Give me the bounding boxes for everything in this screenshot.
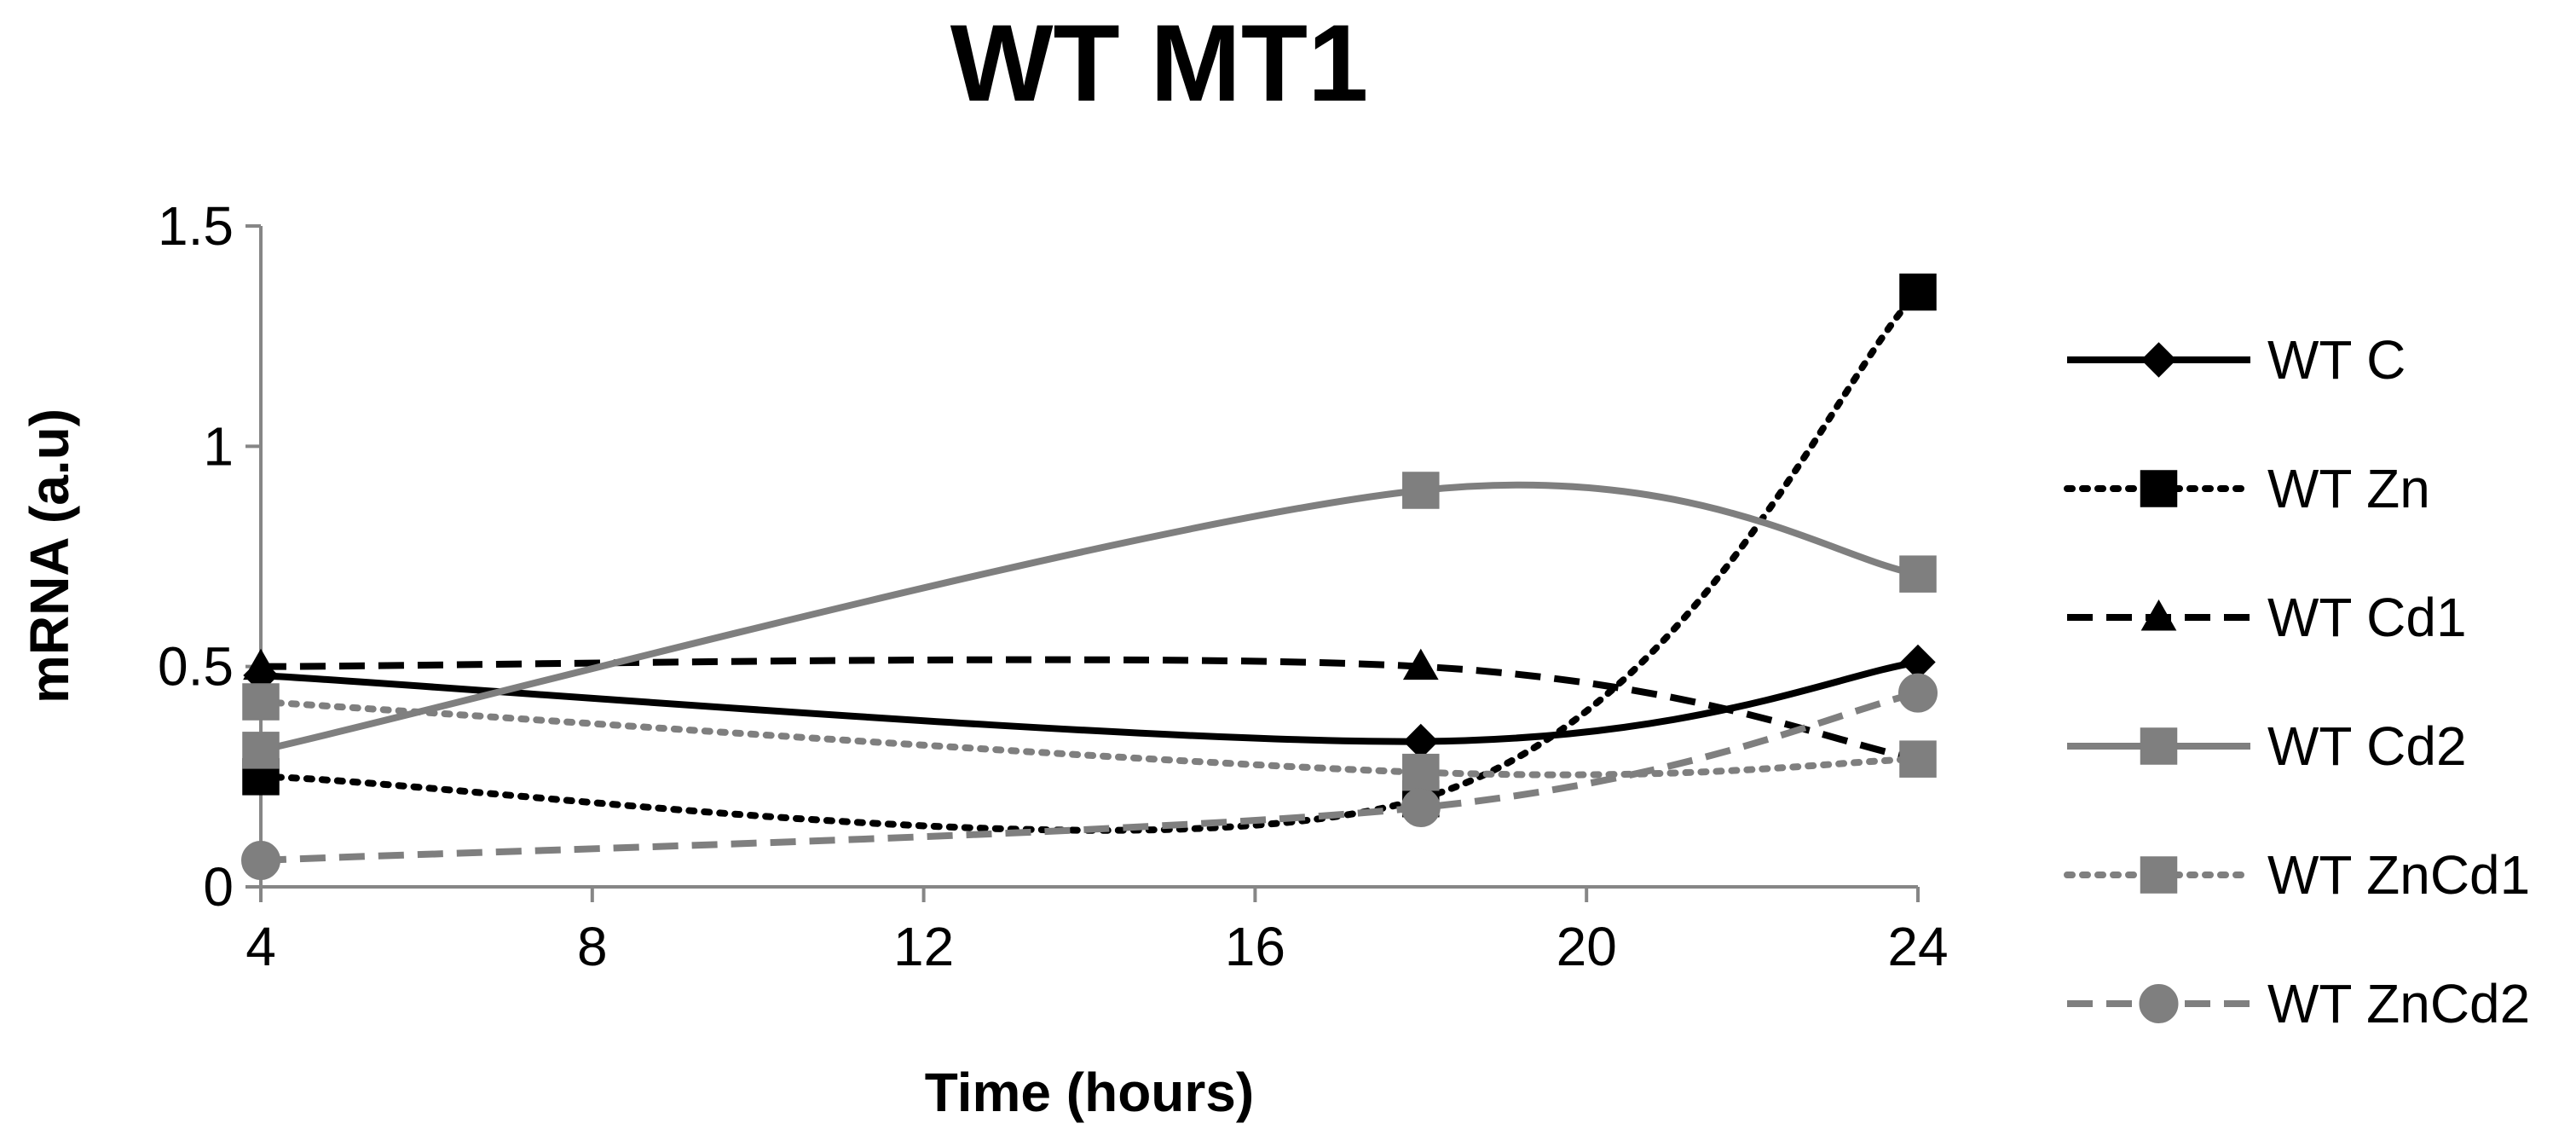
data-point-wt-cd2 xyxy=(242,732,280,769)
data-point-wt-c xyxy=(1403,723,1439,760)
x-tick-label: 16 xyxy=(1225,916,1285,977)
y-axis-title: mRNA (a.u) xyxy=(19,408,80,704)
legend-marker xyxy=(2140,856,2178,894)
chart-title: WT MT1 xyxy=(950,3,1369,125)
series-markers xyxy=(241,273,1938,880)
x-axis-title: Time (hours) xyxy=(925,1062,1254,1123)
data-point-wt-cd1 xyxy=(243,648,279,680)
data-point-wt-zncd2 xyxy=(1898,673,1938,713)
series-lines xyxy=(257,288,1921,864)
y-tick-label: 0 xyxy=(203,856,234,918)
data-point-wt-zn xyxy=(1899,273,1937,311)
data-point-wt-cd2 xyxy=(1899,555,1937,593)
data-point-wt-zncd1 xyxy=(1402,753,1440,791)
x-tick-label: 4 xyxy=(245,916,276,977)
legend-marker xyxy=(2140,342,2177,378)
legend-label: WT ZnCd2 xyxy=(2267,973,2530,1034)
legend-marker xyxy=(2140,727,2178,765)
legend-marker xyxy=(2140,599,2177,631)
legend-label: WT ZnCd1 xyxy=(2267,844,2530,906)
series-line-wt-c xyxy=(260,658,1919,745)
legend: WT C WT Zn WT Cd1 WT Cd2 WT ZnCd1 WT ZnCd2 xyxy=(2064,329,2530,1034)
y-tick-label: 0.5 xyxy=(158,636,234,698)
legend-marker xyxy=(2139,984,2179,1023)
x-tick-label: 12 xyxy=(893,916,954,977)
data-point-wt-cd2 xyxy=(1402,472,1440,509)
legend-marker xyxy=(2140,470,2178,507)
data-point-wt-zncd1 xyxy=(242,683,280,721)
series-line-wt-cd1 xyxy=(260,656,1919,763)
series-line-wt-zncd1 xyxy=(257,698,1921,779)
data-point-wt-cd1 xyxy=(1402,648,1439,680)
legend-label: WT Cd1 xyxy=(2267,587,2467,648)
x-tick-label: 8 xyxy=(577,916,608,977)
y-tick-label: 1 xyxy=(203,415,234,477)
legend-label: WT Cd2 xyxy=(2267,715,2467,777)
data-point-wt-zncd2 xyxy=(1401,788,1441,827)
data-point-wt-zncd1 xyxy=(1899,740,1937,778)
series-line-wt-zncd2 xyxy=(260,689,1919,864)
axis-ticks: 4 8 12 16 20 24 0 0.5 1 1.5 xyxy=(158,195,1949,977)
legend-label: WT C xyxy=(2267,329,2406,391)
x-tick-label: 20 xyxy=(1557,916,1617,977)
legend-label: WT Zn xyxy=(2267,458,2430,519)
y-tick-label: 1.5 xyxy=(158,195,234,257)
x-tick-label: 24 xyxy=(1887,916,1948,977)
data-point-wt-zncd2 xyxy=(241,841,280,880)
series-line-wt-cd2 xyxy=(260,481,1919,754)
series-line-wt-zn xyxy=(257,288,1921,834)
